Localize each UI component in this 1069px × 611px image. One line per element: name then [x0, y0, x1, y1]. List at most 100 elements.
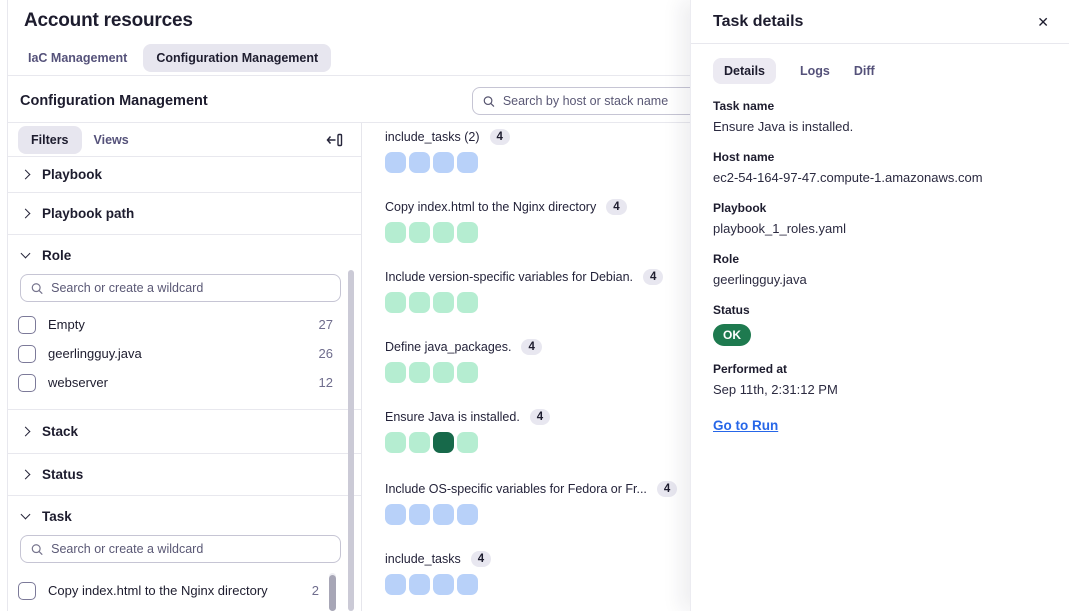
- task-status-cell[interactable]: [409, 362, 430, 383]
- task-group-header: Include OS-specific variables for Fedora…: [385, 481, 685, 497]
- chevron-down-icon: [20, 248, 31, 259]
- chevron-right-icon: [20, 469, 31, 480]
- chevron-right-icon: [20, 169, 31, 180]
- task-status-cell[interactable]: [385, 504, 406, 525]
- close-icon[interactable]: ✕: [1037, 14, 1049, 30]
- task-status-cell[interactable]: [433, 152, 454, 173]
- filter-section-header[interactable]: Task: [8, 496, 361, 535]
- field-value: playbook_1_roles.yaml: [713, 221, 846, 236]
- task-status-cell[interactable]: [385, 222, 406, 243]
- task-group-label: Include OS-specific variables for Fedora…: [385, 482, 647, 496]
- panel-tabs: Details Logs Diff: [691, 44, 1069, 86]
- role-option-geerlingguy-java[interactable]: geerlingguy.java 26: [8, 339, 361, 368]
- task-group-count-badge: 4: [656, 481, 678, 497]
- task-group-count-badge: 4: [470, 551, 492, 567]
- task-status-cell[interactable]: [433, 362, 454, 383]
- sidebar-tab-views[interactable]: Views: [86, 127, 137, 153]
- field-playbook: Playbook playbook_1_roles.yaml: [713, 201, 1047, 236]
- collapse-sidebar-button[interactable]: [324, 131, 345, 152]
- task-status-cell[interactable]: [457, 222, 478, 243]
- panel-tab-diff[interactable]: Diff: [854, 59, 875, 83]
- task-status-cells: [385, 362, 685, 383]
- panel-tab-details[interactable]: Details: [713, 58, 776, 84]
- role-option-list: Empty 27 geerlingguy.java 26 webserver 1…: [8, 310, 361, 409]
- field-performed-at: Performed at Sep 11th, 2:31:12 PM: [713, 362, 1047, 397]
- search-icon: [31, 543, 43, 555]
- task-details-panel: Task details ✕ Details Logs Diff Task na…: [690, 0, 1069, 611]
- task-filter-search-input[interactable]: [51, 542, 330, 556]
- task-status-cell[interactable]: [385, 574, 406, 595]
- filter-section-playbook-path[interactable]: Playbook path: [8, 193, 361, 235]
- task-group-include-version-debian: Include version-specific variables for D…: [385, 269, 685, 313]
- task-group-header: Include version-specific variables for D…: [385, 269, 685, 285]
- task-status-cell[interactable]: [409, 432, 430, 453]
- task-group-include-tasks: include_tasks 4: [385, 551, 685, 595]
- task-status-cell[interactable]: [457, 504, 478, 525]
- checkbox-icon[interactable]: [18, 581, 36, 600]
- role-option-webserver[interactable]: webserver 12: [8, 368, 361, 397]
- task-group-label: include_tasks (2): [385, 130, 480, 144]
- filter-section-label: Playbook: [42, 167, 103, 182]
- task-status-cell[interactable]: [409, 574, 430, 595]
- filter-section-label: Role: [42, 248, 72, 263]
- filter-section-label: Playbook path: [42, 206, 135, 221]
- host-search-input[interactable]: [502, 94, 699, 108]
- filter-section-status[interactable]: Status: [8, 454, 361, 496]
- task-status-cells: [385, 432, 685, 453]
- panel-header: Task details ✕: [691, 0, 1069, 44]
- task-group-label: Ensure Java is installed.: [385, 410, 520, 424]
- filter-section-header: Playbook: [8, 167, 116, 182]
- option-label: Empty: [48, 317, 85, 332]
- task-status-cell[interactable]: [457, 292, 478, 313]
- task-status-cell[interactable]: [409, 504, 430, 525]
- task-status-cell[interactable]: [433, 292, 454, 313]
- task-group-label: Include version-specific variables for D…: [385, 270, 634, 284]
- go-to-run-link[interactable]: Go to Run: [713, 418, 779, 433]
- task-group-count-badge: 4: [529, 409, 551, 425]
- host-search: [472, 87, 710, 115]
- task-status-cell[interactable]: [385, 152, 406, 173]
- task-status-cell[interactable]: [457, 432, 478, 453]
- checkbox-icon[interactable]: [18, 315, 36, 334]
- task-status-cell[interactable]: [433, 504, 454, 525]
- filter-section-header[interactable]: Role: [8, 235, 361, 274]
- task-status-cell[interactable]: [385, 362, 406, 383]
- task-option-partial[interactable]: [8, 605, 361, 611]
- task-group-define-java-packages: Define java_packages. 4: [385, 339, 685, 383]
- checkbox-icon[interactable]: [18, 344, 36, 363]
- task-status-cell[interactable]: [409, 152, 430, 173]
- filters-sidebar: Filters Views Playbook Playbook path: [8, 123, 361, 611]
- panel-title: Task details: [713, 13, 804, 30]
- filter-section-playbook[interactable]: Playbook: [8, 157, 361, 193]
- task-status-cell[interactable]: [433, 222, 454, 243]
- task-list-scrollbar-thumb[interactable]: [329, 575, 336, 611]
- page-title: Account resources: [24, 10, 193, 31]
- task-status-cell[interactable]: [409, 292, 430, 313]
- task-status-cell[interactable]: [457, 574, 478, 595]
- panel-tab-logs[interactable]: Logs: [800, 59, 830, 83]
- tab-configuration-management[interactable]: Configuration Management: [143, 44, 332, 72]
- role-option-empty[interactable]: Empty 27: [8, 310, 361, 339]
- role-filter-search-input[interactable]: [51, 281, 330, 295]
- task-status-cell[interactable]: [433, 574, 454, 595]
- task-status-cell[interactable]: [457, 362, 478, 383]
- tab-iac-management[interactable]: IaC Management: [20, 45, 135, 71]
- filter-section-stack[interactable]: Stack: [8, 410, 361, 454]
- filter-section-task: Task Copy index.html to the Nginx direct…: [8, 496, 361, 611]
- task-option-copy-index[interactable]: Copy index.html to the Nginx directory 2: [8, 576, 361, 605]
- task-group-ensure-java-installed: Ensure Java is installed. 4: [385, 409, 685, 453]
- option-label: webserver: [48, 375, 108, 390]
- task-status-cell[interactable]: [457, 152, 478, 173]
- task-status-cell[interactable]: [409, 222, 430, 243]
- task-group-copy-index: Copy index.html to the Nginx directory 4: [385, 199, 685, 243]
- sidebar-scrollbar-thumb[interactable]: [348, 270, 354, 611]
- task-status-cell[interactable]: [433, 432, 454, 453]
- header-divider: [8, 75, 1069, 76]
- sidebar-tab-filters[interactable]: Filters: [18, 125, 82, 154]
- task-status-cell[interactable]: [385, 432, 406, 453]
- option-count: 26: [318, 346, 333, 361]
- task-status-cell[interactable]: [385, 292, 406, 313]
- task-group-label: Define java_packages.: [385, 340, 512, 354]
- checkbox-icon[interactable]: [18, 373, 36, 392]
- option-count: 12: [318, 375, 333, 390]
